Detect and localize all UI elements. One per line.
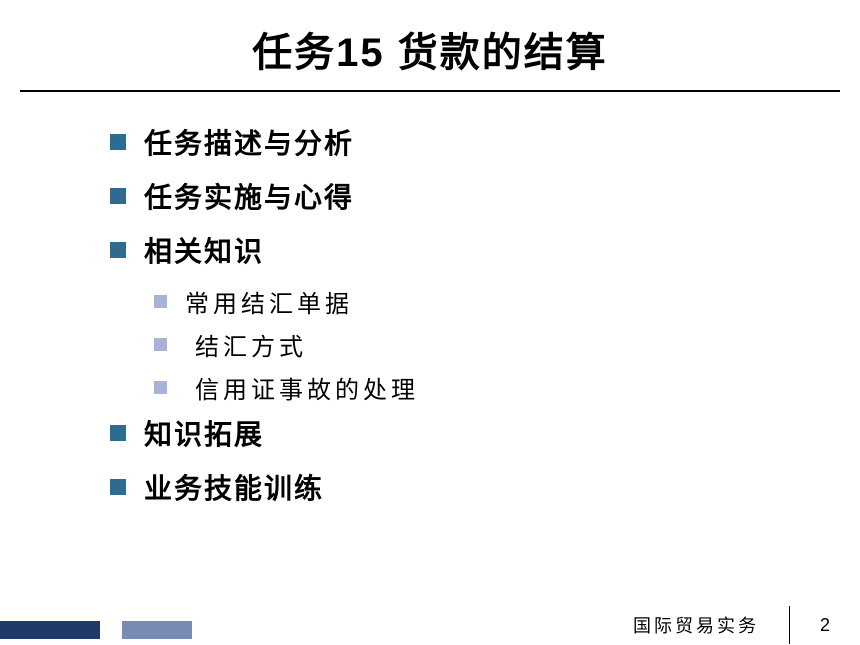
- list-item: 任务实施与心得: [110, 176, 860, 216]
- title-underline: [20, 90, 840, 92]
- sub-item-label: 结汇方式: [185, 327, 307, 362]
- list-item: 相关知识: [110, 230, 860, 270]
- item-label: 任务实施与心得: [144, 176, 354, 216]
- bullet-icon: [110, 479, 126, 495]
- bullet-icon: [110, 425, 126, 441]
- sub-bullet-icon: [154, 295, 167, 308]
- item-label: 任务描述与分析: [144, 122, 354, 162]
- item-label: 相关知识: [144, 230, 264, 270]
- footer-bar-dark: [0, 621, 100, 639]
- sub-list-item: 常用结汇单据: [110, 284, 860, 319]
- bullet-icon: [110, 188, 126, 204]
- slide-title: 任务15 货款的结算: [0, 20, 860, 78]
- course-name: 国际贸易实务: [633, 612, 789, 638]
- list-item: 业务技能训练: [110, 467, 860, 507]
- sub-item-label: 信用证事故的处理: [185, 370, 419, 405]
- sub-list-item: 结汇方式: [110, 327, 860, 362]
- page-number: 2: [790, 615, 860, 636]
- footer-decoration: [0, 621, 192, 639]
- bullet-icon: [110, 242, 126, 258]
- list-item: 知识拓展: [110, 413, 860, 453]
- slide-container: 任务15 货款的结算 任务描述与分析 任务实施与心得 相关知识 常用结汇单据 结…: [0, 0, 860, 645]
- sub-item-text: 结汇方式: [195, 335, 307, 361]
- sub-bullet-icon: [154, 338, 167, 351]
- footer: 国际贸易实务 2: [0, 619, 860, 645]
- footer-bar-gap: [100, 621, 122, 639]
- content-area: 任务描述与分析 任务实施与心得 相关知识 常用结汇单据 结汇方式 信用证事故的处…: [0, 122, 860, 507]
- list-item: 任务描述与分析: [110, 122, 860, 162]
- sub-bullet-icon: [154, 381, 167, 394]
- bullet-icon: [110, 134, 126, 150]
- footer-bar-light: [122, 621, 192, 639]
- sub-item-text: 信用证事故的处理: [195, 378, 419, 404]
- sub-list-item: 信用证事故的处理: [110, 370, 860, 405]
- item-label: 业务技能训练: [144, 467, 324, 507]
- item-label: 知识拓展: [144, 413, 264, 453]
- sub-item-label: 常用结汇单据: [185, 284, 353, 319]
- footer-right: 国际贸易实务 2: [633, 605, 860, 645]
